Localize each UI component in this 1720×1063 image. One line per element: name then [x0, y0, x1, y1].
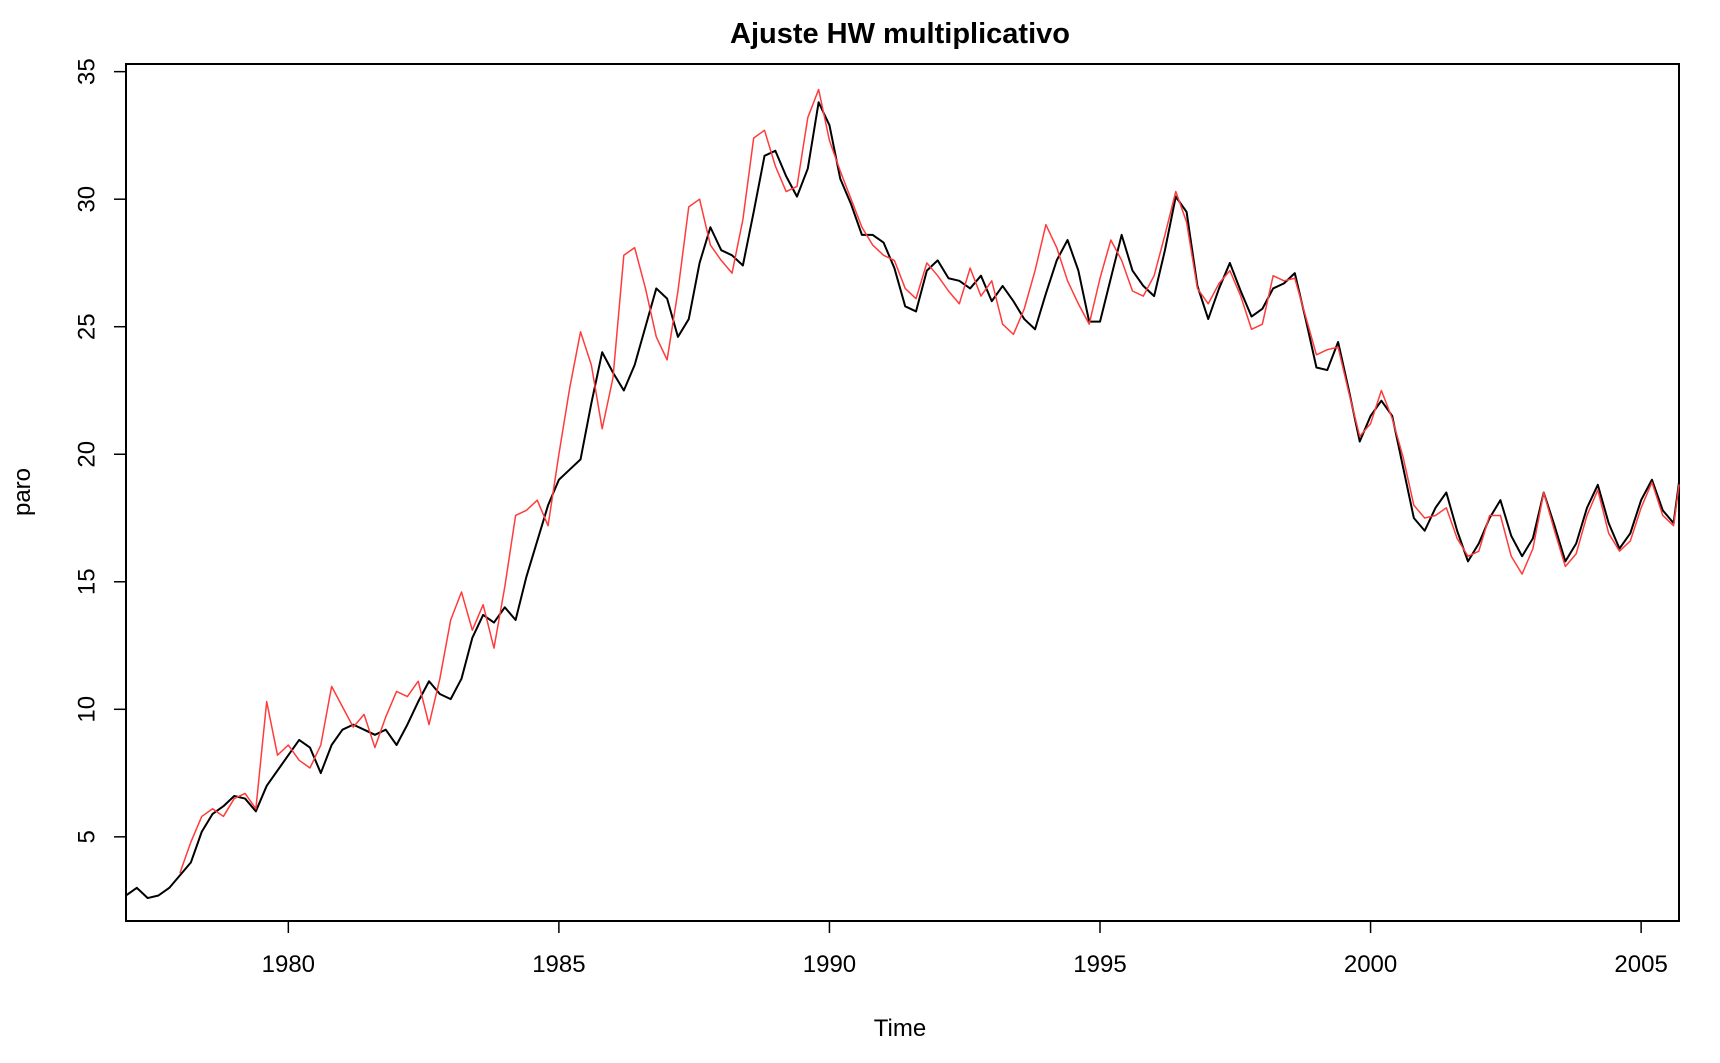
series-line-red [179, 88, 1680, 874]
x-axis: 1980 1985 1990 1995 2000 2005 [262, 921, 1668, 978]
y-tick-label: 35 [73, 58, 100, 85]
chart-title: Ajuste HW multiplicativo [730, 18, 1070, 50]
x-tick-label: 2005 [1614, 951, 1667, 978]
x-tick-label: 1990 [803, 951, 856, 978]
y-tick-label: 15 [73, 568, 100, 595]
series-layer [125, 88, 1680, 900]
x-tick-label: 1995 [1073, 951, 1126, 978]
y-tick-label: 30 [73, 186, 100, 213]
y-tick-label: 5 [73, 830, 100, 843]
x-axis-label: Time [874, 1015, 926, 1042]
x-tick-label: 2000 [1344, 951, 1397, 978]
plot-area-border [125, 63, 1680, 922]
x-tick-label: 1985 [532, 951, 585, 978]
x-tick-label: 1980 [262, 951, 315, 978]
y-axis-label: paro [9, 468, 36, 516]
y-tick-label: 10 [73, 696, 100, 723]
y-tick-label: 25 [73, 313, 100, 340]
series-line-black [125, 101, 1680, 900]
y-tick-label: 20 [73, 441, 100, 468]
y-axis: 5 10 15 20 25 30 35 [73, 58, 126, 844]
